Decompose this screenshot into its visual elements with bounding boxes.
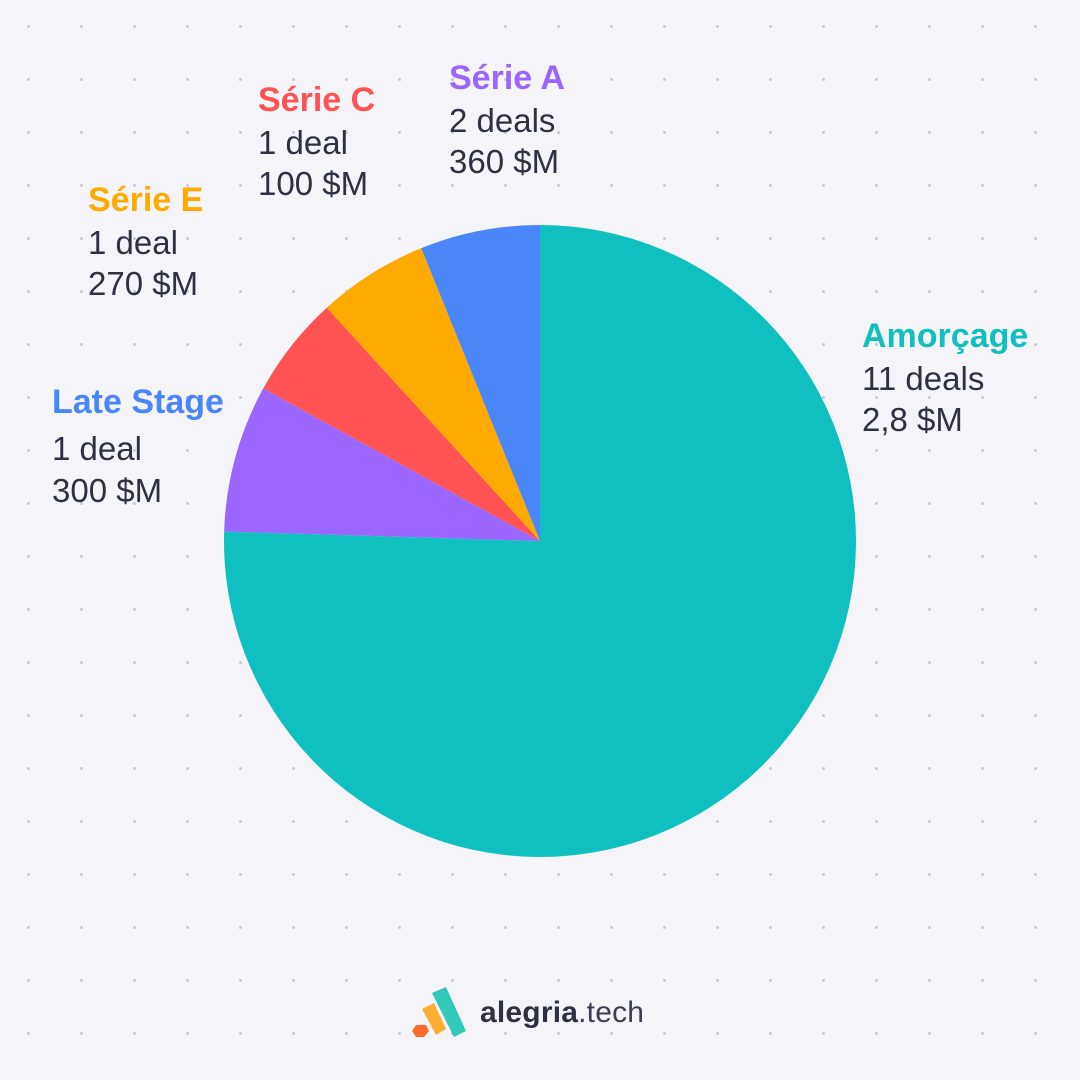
deals-serie-e: 1 deal [88, 223, 178, 261]
brand-name-light: .tech [578, 995, 645, 1029]
label-serie-e: Série E 1 deal 270 $M [88, 180, 203, 304]
brand-name-strong: alegria [480, 995, 579, 1029]
pie-slice-serie-e [326, 248, 540, 541]
amount-amorcage: 2,8 $M [862, 401, 963, 439]
deals-serie-a: 2 deals [449, 101, 556, 139]
deals-amorcage: 11 deals [862, 359, 985, 397]
label-serie-c: Série C 1 deal 100 $M [258, 80, 375, 204]
brand-logo: alegria.tech [410, 985, 644, 1040]
deals-serie-c: 1 deal [258, 123, 348, 161]
label-late-stage: Late Stage 1 deal 300 $M [52, 378, 252, 510]
amount-serie-a: 360 $M [449, 143, 560, 181]
series-name-serie-a: Série A [449, 59, 565, 97]
pie-slice-serie-c [263, 307, 540, 541]
series-name-late-stage: Late Stage [52, 383, 224, 421]
pie-slice-serie-a [224, 388, 540, 541]
series-name-serie-e: Série E [88, 181, 204, 219]
amount-serie-e: 270 $M [88, 265, 199, 303]
deals-late-stage: 1 deal [52, 430, 142, 468]
label-amorcage: Amorçage 11 deals 2,8 $M [862, 316, 1028, 440]
pie-slice-late-stage [421, 225, 540, 541]
amount-late-stage: 300 $M [52, 471, 163, 509]
amount-serie-c: 100 $M [258, 165, 369, 203]
alegria-logo-icon [412, 987, 466, 1037]
series-name-serie-c: Série C [258, 81, 376, 119]
label-serie-a: Série A 2 deals 360 $M [449, 58, 565, 182]
brand-name: alegria.tech [480, 996, 644, 1030]
series-name-amorcage: Amorçage [862, 317, 1029, 355]
